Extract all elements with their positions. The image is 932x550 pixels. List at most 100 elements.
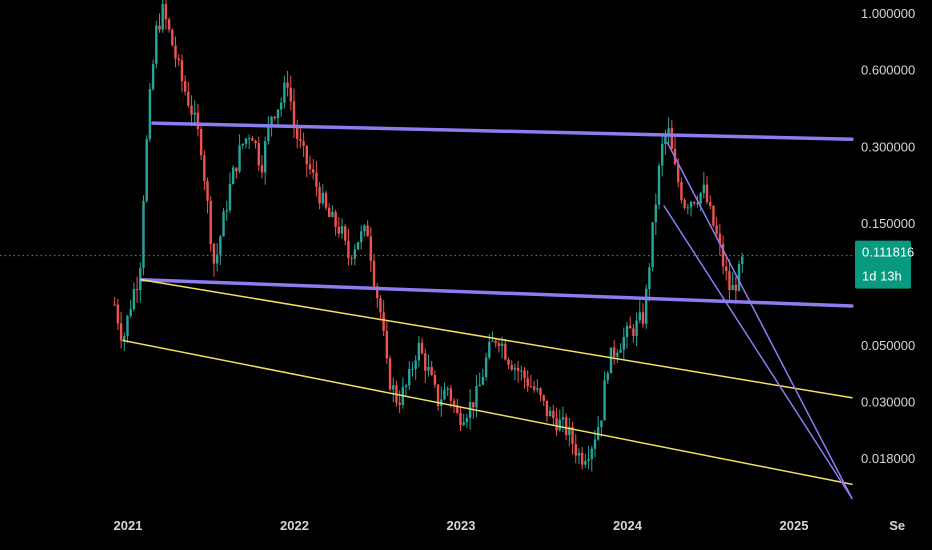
candle-body — [491, 340, 494, 342]
price-axis-tick: 0.600000 — [861, 63, 915, 78]
candle-body — [244, 138, 248, 144]
candle — [161, 0, 164, 33]
candle — [132, 282, 136, 312]
candle — [260, 155, 264, 179]
candle — [564, 413, 568, 441]
candle-body — [728, 271, 731, 291]
candle-body — [196, 112, 200, 130]
candle — [414, 355, 417, 380]
price-axis[interactable]: 1.000000 0.600000 0.300000 0.150000 0.050000… — [861, 6, 915, 466]
candle — [360, 225, 363, 250]
candle — [148, 83, 152, 143]
candle-body — [273, 116, 276, 119]
candle — [347, 228, 350, 266]
candle — [558, 409, 561, 432]
candle — [337, 217, 341, 238]
candle-body — [564, 417, 568, 435]
candle — [142, 195, 145, 276]
candle — [212, 242, 216, 277]
candle-body — [177, 58, 180, 61]
candle-body — [558, 419, 561, 431]
candle-body — [222, 211, 225, 237]
candle-body — [299, 138, 302, 142]
candle — [590, 445, 593, 472]
candle-body — [731, 284, 734, 291]
candle-body — [225, 210, 228, 212]
candle-body — [417, 342, 421, 361]
candle-body — [119, 323, 123, 341]
candle — [372, 253, 376, 291]
current-price-tag: 0.111816 1d 13h — [855, 240, 914, 289]
candle — [725, 254, 728, 281]
candle-body — [228, 183, 232, 211]
candle-body — [360, 231, 363, 243]
candle — [571, 421, 574, 455]
trendline-purple-5[interactable] — [666, 141, 853, 500]
candle-body — [376, 286, 379, 299]
candle-body — [148, 89, 152, 140]
candle — [251, 135, 254, 141]
candle-body — [206, 181, 209, 201]
candle-body — [347, 240, 350, 258]
candle — [267, 116, 270, 145]
candle-body — [497, 343, 501, 346]
price-axis-tick: 0.018000 — [861, 451, 915, 466]
candle-body — [267, 124, 270, 142]
candle-body — [593, 439, 597, 449]
candle — [135, 276, 139, 303]
candle-body — [488, 341, 491, 358]
candle-body — [324, 192, 328, 208]
trendline-yellow-3[interactable] — [140, 278, 853, 399]
candle-body — [478, 384, 481, 387]
candle — [606, 370, 609, 385]
candle-body — [270, 116, 273, 125]
candle-body — [369, 236, 373, 261]
candle-body — [337, 226, 341, 234]
candle-body — [113, 304, 116, 306]
candle — [446, 386, 449, 397]
trendline-yellow-4[interactable] — [122, 339, 853, 486]
price-axis-tick: 1.000000 — [861, 6, 915, 21]
candle-body — [568, 426, 571, 435]
candle-body — [536, 388, 539, 390]
trendline-purple-2[interactable] — [139, 277, 854, 308]
candle-body — [424, 353, 427, 371]
candle-body — [513, 367, 517, 370]
candle — [235, 167, 238, 179]
trendline-purple-6[interactable] — [663, 205, 853, 500]
candle-body — [129, 309, 132, 316]
candle — [129, 300, 132, 319]
time-axis-tick: Se — [889, 518, 905, 533]
candle-body — [609, 347, 613, 374]
trendline-purple-1[interactable] — [151, 121, 854, 141]
candle — [353, 244, 357, 266]
time-axis-tick: 2022 — [280, 518, 309, 533]
candle — [462, 413, 465, 427]
candle — [641, 303, 645, 328]
candle-body — [353, 249, 357, 259]
time-axis[interactable]: 2021 2022 2023 2024 2025 Se — [114, 518, 906, 533]
candle — [263, 136, 267, 185]
candle-body — [404, 385, 408, 387]
candle — [305, 144, 308, 178]
candle-body — [408, 369, 411, 386]
candle-body — [462, 422, 465, 425]
candle — [680, 177, 683, 204]
candle — [363, 224, 366, 237]
candle-body — [628, 325, 632, 329]
candle — [513, 363, 517, 381]
candle-body — [350, 257, 353, 259]
trendline-layer[interactable] — [122, 121, 854, 500]
candle — [180, 54, 184, 93]
candle-body — [571, 426, 574, 445]
candle — [616, 349, 619, 364]
candle — [238, 134, 241, 174]
candle-countdown-label: 1d 13h — [862, 269, 902, 284]
candle — [529, 374, 533, 388]
candle-body — [276, 109, 280, 119]
candle-body — [468, 402, 472, 418]
candle-body — [625, 325, 629, 337]
candle-body — [644, 288, 648, 324]
candle-body — [379, 298, 382, 313]
